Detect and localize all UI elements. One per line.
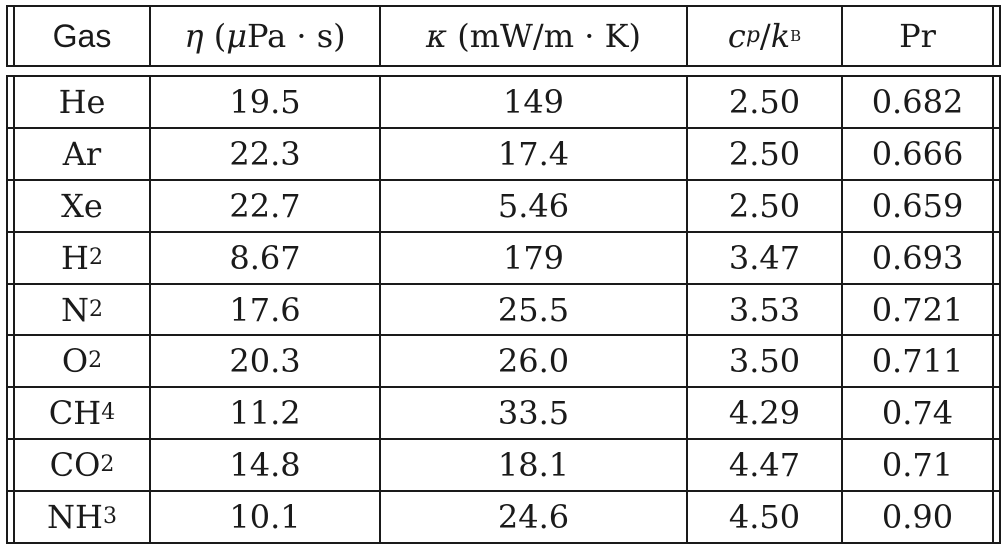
cell-viscosity: 22.3	[229, 135, 301, 173]
row-separator	[6, 490, 1001, 492]
left-double-rule	[6, 75, 8, 544]
cell-heat-capacity: 2.50	[728, 83, 801, 121]
gas-formula: O	[61, 342, 89, 380]
gas-formula: He	[58, 83, 106, 121]
cell-viscosity: 11.2	[229, 394, 301, 432]
header-bottom-rule	[6, 65, 1001, 67]
top-rule	[6, 5, 1001, 7]
header-heat-capacity: c p / k B	[727, 17, 802, 55]
cell-viscosity: 17.6	[229, 290, 301, 329]
bottom-rule	[6, 542, 1001, 544]
cell-thermal-conductivity: 33.5	[497, 394, 570, 432]
cell-viscosity: 22.7	[229, 187, 301, 225]
cell-viscosity: 10.1	[229, 498, 301, 536]
cell-heat-capacity: 4.50	[728, 498, 801, 536]
cell-heat-capacity: 2.50	[728, 135, 801, 173]
gas-formula: Ar	[62, 135, 102, 173]
gas-formula: CO	[49, 446, 101, 484]
row-separator	[6, 438, 1001, 440]
cell-viscosity: 20.3	[229, 342, 301, 380]
cell-viscosity: 19.5	[229, 83, 301, 121]
right-double-rule	[992, 5, 994, 67]
column-rule	[841, 75, 843, 544]
cell-viscosity: 8.67	[229, 239, 301, 277]
gas-formula: H	[61, 239, 89, 277]
cell-heat-capacity: 3.50	[728, 342, 801, 380]
column-rule	[149, 5, 151, 67]
cell-prandtl: 0.693	[871, 239, 964, 277]
cell-heat-capacity: 2.50	[728, 187, 801, 225]
left-double-rule	[6, 5, 8, 67]
column-rule	[841, 5, 843, 67]
cell-thermal-conductivity: 18.1	[497, 446, 570, 484]
cell-thermal-conductivity: 5.46	[497, 187, 570, 225]
cell-gas: Xe	[15, 181, 149, 231]
cell-thermal-conductivity: 26.0	[497, 342, 570, 380]
cell-prandtl: 0.711	[871, 342, 964, 380]
left-double-rule	[13, 75, 15, 544]
left-double-rule	[13, 5, 15, 67]
row-separator	[6, 231, 1001, 233]
cell-thermal-conductivity: 149	[502, 83, 565, 121]
column-rule	[149, 75, 151, 544]
cell-thermal-conductivity: 17.4	[497, 135, 570, 173]
cell-prandtl: 0.682	[871, 83, 964, 121]
right-double-rule	[992, 75, 994, 544]
cell-prandtl: 0.721	[871, 290, 964, 329]
row-separator	[6, 386, 1001, 388]
cell-prandtl: 0.90	[881, 498, 954, 536]
header-gas: Gas	[52, 18, 112, 54]
column-rule	[379, 75, 381, 544]
cell-gas: CH 4	[48, 394, 116, 432]
cell-gas: NH 3	[47, 498, 117, 536]
gas-formula: CH	[48, 394, 102, 432]
column-rule	[379, 5, 381, 67]
cell-prandtl: 0.666	[871, 135, 964, 173]
row-separator	[6, 127, 1001, 129]
header-prandtl: Pr	[899, 17, 936, 55]
cell-heat-capacity: 3.53	[728, 290, 801, 329]
column-rule	[686, 75, 688, 544]
body-top-rule	[6, 75, 1001, 77]
right-double-rule	[999, 75, 1001, 544]
row-separator	[6, 283, 1001, 285]
cell-thermal-conductivity: 179	[502, 239, 565, 277]
cell-thermal-conductivity: 25.5	[497, 290, 570, 329]
row-separator	[6, 334, 1001, 336]
header-viscosity: η (μ Pa · s)	[184, 17, 346, 55]
cell-gas: He	[15, 77, 149, 127]
column-rule	[686, 5, 688, 67]
gas-formula: N	[61, 290, 89, 329]
cell-gas: CO 2	[49, 446, 115, 484]
cell-heat-capacity: 3.47	[728, 239, 801, 277]
cell-thermal-conductivity: 24.6	[497, 498, 570, 536]
gas-formula: Xe	[61, 187, 103, 225]
cell-prandtl: 0.74	[881, 394, 954, 432]
gas-formula: NH	[47, 498, 103, 536]
header-thermal-conductivity: κ (mW/m · K)	[426, 17, 641, 55]
row-separator	[6, 179, 1001, 181]
cell-heat-capacity: 4.29	[728, 394, 801, 432]
cell-heat-capacity: 4.47	[728, 446, 801, 484]
cell-gas: Ar	[15, 129, 149, 179]
cell-viscosity: 14.8	[229, 446, 301, 484]
right-double-rule	[999, 5, 1001, 67]
cell-prandtl: 0.71	[881, 446, 954, 484]
cell-prandtl: 0.659	[871, 187, 964, 225]
